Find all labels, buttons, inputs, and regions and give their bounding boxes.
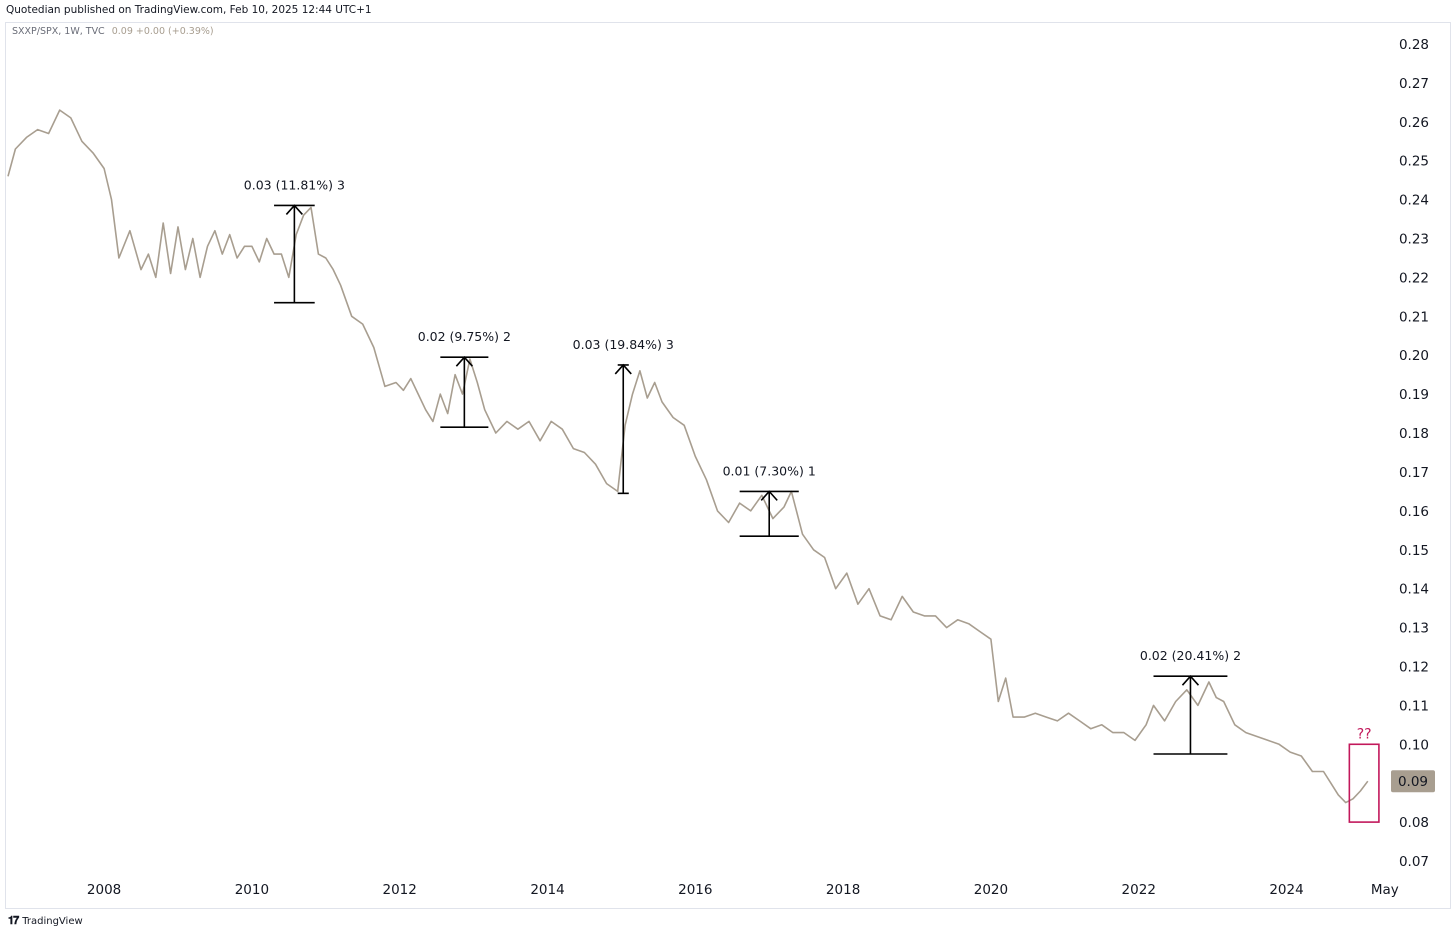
measure-arrowhead-icon (455, 355, 473, 367)
y-tick-label: 0.14 (1399, 582, 1429, 598)
measure-label: 0.03 (11.81%) 3 (244, 177, 345, 192)
x-tick-label: 2008 (87, 882, 121, 898)
x-axis: 2008 2010 2012 2014 2016 2018 2020 2022 2024 May (87, 882, 1399, 898)
measure-annotation: 0.02 (9.75%) 2 (418, 329, 511, 429)
price-series-line (7, 109, 1369, 804)
measure-arrowhead-icon (285, 204, 303, 215)
y-tick-label: 0.07 (1399, 854, 1429, 870)
measure-arrowhead-icon (1181, 674, 1200, 686)
y-tick-label: 0.23 (1399, 232, 1429, 248)
x-tick-label: 2010 (235, 882, 269, 898)
last-price-badge (1391, 770, 1435, 793)
y-tick-label: 0.10 (1399, 737, 1429, 753)
y-tick-label: 0.15 (1399, 543, 1429, 559)
x-tick-label: 2018 (826, 882, 860, 898)
measure-annotation: 0.02 (20.41%) 2 (1140, 648, 1241, 755)
measure-label: 0.01 (7.30%) 1 (723, 463, 816, 478)
y-tick-label: 0.18 (1399, 426, 1429, 442)
y-tick-label: 0.21 (1399, 309, 1429, 325)
y-tick-label: 0.25 (1399, 154, 1429, 170)
symbol-legend: SXXP/SPX, 1W, TVC 0.09 +0.00 (+0.39%) (12, 26, 214, 37)
y-tick-label: 0.28 (1399, 37, 1429, 53)
y-tick-label: 0.16 (1399, 504, 1429, 520)
series-layer (7, 109, 1369, 804)
annotations-layer: 0.03 (11.81%) 3 0.02 (9.75%) 2 0.03 (19.84… (244, 177, 1380, 823)
footer: 𝟏𝟕 TradingView (8, 914, 83, 928)
tradingview-logo-icon[interactable]: 𝟏𝟕 (8, 914, 19, 927)
y-tick-label: 0.19 (1399, 387, 1429, 403)
y-tick-label: 0.11 (1399, 698, 1429, 714)
measure-label: 0.02 (20.41%) 2 (1140, 648, 1241, 663)
y-tick-label: 0.20 (1399, 348, 1429, 364)
footer-logo-text[interactable]: TradingView (22, 915, 83, 927)
x-tick-label: 2012 (383, 882, 417, 898)
measure-annotation: 0.03 (19.84%) 3 (573, 337, 674, 495)
measure-annotation: 0.03 (11.81%) 3 (244, 177, 345, 304)
y-tick-label: 0.24 (1399, 193, 1429, 209)
publisher-info: Quotedian published on TradingView.com, … (6, 4, 372, 16)
measure-label: 0.03 (19.84%) 3 (573, 337, 674, 352)
last-value-readout: 0.09 +0.00 (+0.39%) (111, 26, 214, 37)
measure-arrowhead-icon (760, 490, 778, 501)
last-price-label: 0.09 (1398, 774, 1428, 790)
y-tick-label: 0.13 (1399, 621, 1429, 637)
y-axis: 0.28 0.27 0.26 0.25 0.24 0.23 0.22 0.21 0.20 0.19… (1391, 37, 1435, 870)
y-tick-label: 0.08 (1399, 815, 1429, 831)
y-tick-label: 0.12 (1399, 659, 1429, 675)
measure-annotation: 0.01 (7.30%) 1 (723, 463, 816, 537)
highlight-box (1348, 743, 1380, 823)
y-tick-label: 0.26 (1399, 115, 1429, 131)
highlight-label: ?? (1357, 726, 1372, 742)
x-tick-label: 2022 (1122, 882, 1156, 898)
symbol-label[interactable]: SXXP/SPX, 1W, TVC (12, 26, 105, 37)
chart-frame (5, 22, 1451, 909)
y-tick-label: 0.17 (1399, 465, 1429, 481)
x-tick-label: 2024 (1269, 882, 1303, 898)
x-tick-label: 2014 (530, 882, 564, 898)
y-tick-label: 0.27 (1399, 76, 1429, 92)
y-tick-label: 0.22 (1399, 270, 1429, 286)
measure-arrowhead-icon (614, 363, 632, 375)
top-bar: Quotedian published on TradingView.com, … (0, 0, 1456, 22)
x-tick-label: 2016 (678, 882, 712, 898)
x-tick-label: May (1371, 882, 1399, 898)
x-tick-label: 2020 (974, 882, 1008, 898)
measure-label: 0.02 (9.75%) 2 (418, 329, 511, 344)
